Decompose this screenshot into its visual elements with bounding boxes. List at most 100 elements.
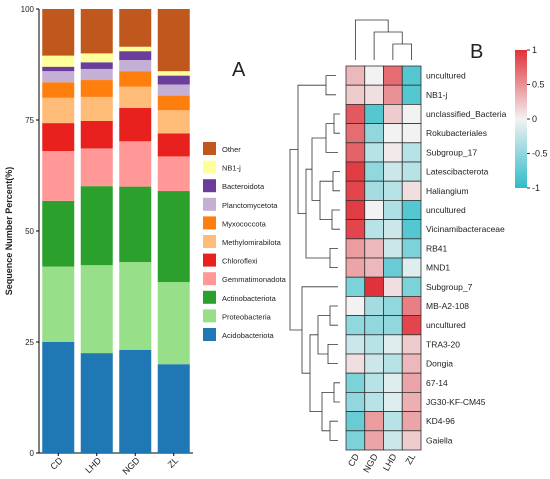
heatmap-cell: [345, 430, 366, 451]
y-tick-label: 25: [25, 338, 34, 347]
row-dendrogram-branch: [331, 209, 340, 230]
bar-segment-myxococcota: [157, 95, 190, 111]
heatmap-cell: [345, 295, 366, 316]
row-dendrogram-branch: [325, 123, 338, 153]
heatmap-row-label: Gaiella: [426, 435, 453, 445]
heatmap-row-label: NB1-j: [426, 90, 447, 100]
heatmap-cell: [364, 295, 384, 316]
colorbar-tick-label: 0: [532, 114, 537, 124]
heatmap-cell: [383, 334, 403, 355]
heatmap-cell: [364, 353, 384, 374]
heatmap-cell: [383, 353, 403, 374]
row-dendrogram-branch: [333, 382, 340, 403]
legend-label: Acidobacteriota: [222, 331, 275, 340]
heatmap-cell: [401, 295, 422, 316]
row-dendrogram-branch: [333, 113, 340, 134]
heatmap-cell: [364, 372, 384, 393]
bar-segment-proteobacteria: [80, 265, 113, 354]
heatmap-cell: [364, 84, 384, 105]
heatmap-cell: [383, 180, 403, 201]
bar-segment-myxococcota: [42, 82, 75, 98]
colorbar-tick-label: 0.5: [532, 80, 545, 90]
heatmap-cell: [401, 334, 422, 355]
heatmap-cell: [383, 142, 403, 163]
heatmap-row-label: Dongia: [426, 359, 453, 369]
heatmap-cell: [383, 65, 403, 86]
heatmap-row-label: Latescibacterota: [426, 167, 489, 177]
heatmap-cell: [364, 65, 384, 86]
bar-segment-acidobacteriota: [119, 349, 152, 453]
heatmap-cell: [383, 430, 403, 451]
panel-label-a: A: [232, 59, 246, 81]
legend-label: Actinobacteriota: [222, 294, 277, 303]
heatmap-cell: [364, 219, 384, 240]
y-axis-label: Sequence Number Percent(%): [4, 167, 14, 296]
heatmap-cell: [383, 123, 403, 144]
bar-segment-planctomycetota: [119, 60, 152, 72]
y-tick-label: 100: [21, 5, 35, 14]
heatmap-row-label: Subgroup_7: [426, 282, 473, 292]
legend-label: Bacteroidota: [222, 182, 265, 191]
row-dendrogram-branch: [305, 168, 330, 259]
heatmap-cell: [364, 142, 384, 163]
bar-segment-bacteroidota: [42, 66, 75, 72]
heatmap-cell: [345, 180, 366, 201]
row-dendrogram-branch: [329, 305, 338, 326]
heatmap-row-label: Haliangium: [426, 186, 469, 196]
heatmap-cell: [383, 161, 403, 182]
bar-segment-actinobacteriota: [119, 186, 152, 263]
row-dendrogram-branch: [332, 171, 340, 192]
heatmap-cell: [364, 315, 384, 336]
bar-segment-nb1-j: [42, 55, 75, 67]
bar-segment-acidobacteriota: [157, 364, 190, 453]
bar-segment-actinobacteriota: [42, 200, 75, 267]
heatmap-row-label: JG30-KF-CM45: [426, 397, 486, 407]
heatmap-cell: [401, 84, 422, 105]
heatmap-cell: [383, 219, 403, 240]
panel-label-b: B: [470, 41, 483, 63]
legend-swatch: [203, 235, 216, 248]
legend-label: NB1-j: [222, 164, 241, 173]
heatmap-row-label: MB-A2-108: [426, 301, 469, 311]
row-dendrogram-branch: [321, 392, 334, 432]
heatmap-cell: [383, 238, 403, 259]
legend-swatch: [203, 328, 216, 341]
heatmap-cell: [364, 276, 384, 297]
bar-segment-gemmatimonadota: [80, 148, 113, 187]
heatmap-cell: [364, 430, 384, 451]
heatmap-cell: [345, 334, 366, 355]
heatmap-row-label: KD4-96: [426, 416, 455, 426]
bar-segment-bacteroidota: [80, 62, 113, 69]
heatmap-cell: [345, 104, 366, 125]
row-dendrogram-branch: [301, 286, 338, 374]
heatmap-cell: [383, 104, 403, 125]
heatmap-cell: [364, 257, 384, 278]
legend-swatch: [203, 290, 216, 304]
column-dendrogram-branch: [354, 19, 389, 60]
bar-segment-methylomirabilota: [80, 96, 113, 121]
stacked-bar-chart: 0 25 50 75 100 Sequence Number Percent(%) CD LH…: [4, 5, 193, 477]
heatmap-cell: [401, 411, 422, 432]
heatmap-cell: [345, 123, 366, 144]
heatmap-cell: [401, 372, 422, 393]
heatmap-cell: [383, 295, 403, 316]
bar-segment-gemmatimonadota: [119, 141, 152, 187]
heatmap-cell: [383, 372, 403, 393]
heatmap-row-label: TRA3-20: [426, 339, 460, 349]
legend-swatch: [203, 160, 216, 174]
column-dendrogram-branch: [373, 31, 403, 60]
heatmap-cell: [383, 276, 403, 297]
heatmap-cell: [383, 391, 403, 412]
heatmap-cell: [345, 65, 366, 86]
legend-swatch: [203, 272, 216, 286]
bar-segment-chloroflexi: [119, 108, 152, 142]
heatmap-row-label: Rokubacteriales: [426, 128, 487, 138]
x-tick-label: ZL: [166, 455, 181, 470]
bar-segment-proteobacteria: [157, 282, 190, 365]
x-tick-label: CD: [48, 455, 65, 472]
heatmap-cell: [401, 430, 422, 451]
legend-swatch: [203, 197, 216, 211]
legend-label: Other: [222, 145, 241, 154]
heatmap-row-label: uncultured: [426, 320, 466, 330]
colorbar-gradient: [515, 50, 527, 188]
